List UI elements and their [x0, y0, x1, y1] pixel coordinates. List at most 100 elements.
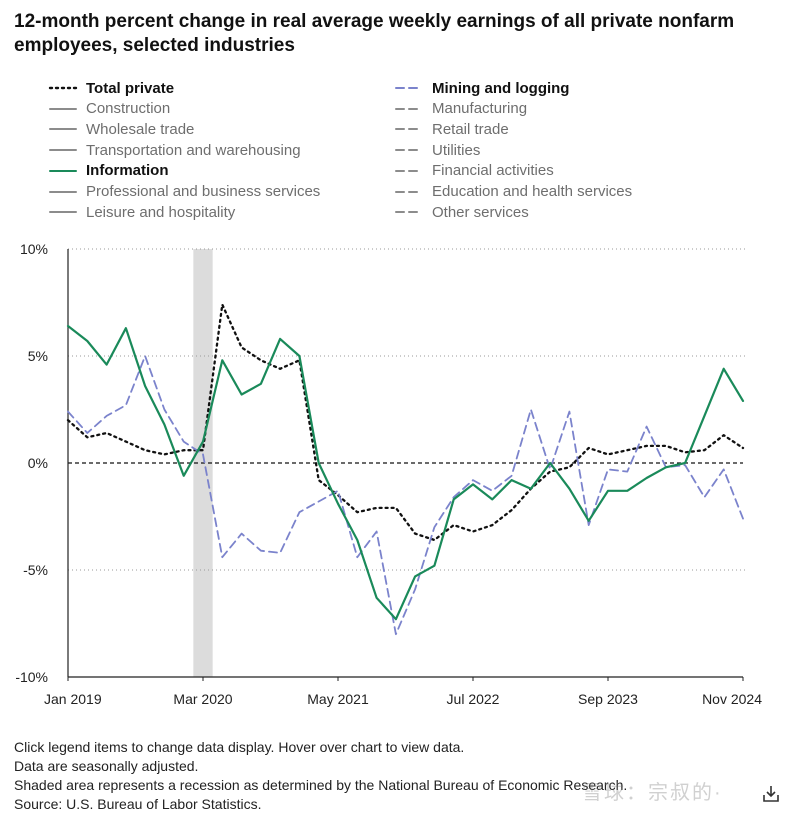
- data-point-mining-and-logging[interactable]: [162, 407, 167, 412]
- data-point-information[interactable]: [239, 392, 244, 397]
- line-chart[interactable]: 10% 5% 0% -5% -10% Jan 2019 Mar 2020 May 2021 Ju…: [0, 236, 800, 716]
- data-point-mining-and-logging[interactable]: [548, 467, 553, 472]
- legend-item[interactable]: Total private: [48, 78, 174, 98]
- legend-item[interactable]: Retail trade: [394, 119, 509, 139]
- data-point-total-private[interactable]: [181, 448, 186, 453]
- data-point-information[interactable]: [548, 461, 553, 466]
- data-point-total-private[interactable]: [663, 443, 668, 448]
- data-point-information[interactable]: [413, 574, 418, 579]
- data-point-mining-and-logging[interactable]: [702, 495, 707, 500]
- data-point-information[interactable]: [490, 497, 495, 502]
- legend-item[interactable]: Financial activities: [394, 161, 554, 181]
- data-point-mining-and-logging[interactable]: [741, 516, 746, 521]
- data-point-information[interactable]: [123, 326, 128, 331]
- data-point-total-private[interactable]: [413, 531, 418, 536]
- data-point-information[interactable]: [528, 486, 533, 491]
- data-point-information[interactable]: [85, 339, 90, 344]
- data-point-total-private[interactable]: [509, 508, 514, 513]
- legend-item[interactable]: Other services: [394, 202, 529, 222]
- data-point-total-private[interactable]: [220, 302, 225, 307]
- data-point-total-private[interactable]: [471, 529, 476, 534]
- data-point-information[interactable]: [336, 501, 341, 506]
- data-point-mining-and-logging[interactable]: [297, 510, 302, 515]
- data-point-information[interactable]: [355, 538, 360, 543]
- data-point-mining-and-logging[interactable]: [201, 452, 206, 457]
- data-point-total-private[interactable]: [393, 505, 398, 510]
- data-point-mining-and-logging[interactable]: [123, 403, 128, 408]
- legend-item[interactable]: Leisure and hospitality: [48, 202, 235, 222]
- data-point-mining-and-logging[interactable]: [258, 548, 263, 553]
- data-point-information[interactable]: [683, 461, 688, 466]
- data-point-information[interactable]: [201, 439, 206, 444]
- legend-item[interactable]: Construction: [48, 99, 170, 119]
- data-point-information[interactable]: [663, 465, 668, 470]
- data-point-mining-and-logging[interactable]: [721, 467, 726, 472]
- data-point-mining-and-logging[interactable]: [374, 529, 379, 534]
- data-point-information[interactable]: [471, 482, 476, 487]
- data-point-mining-and-logging[interactable]: [66, 409, 71, 414]
- data-point-information[interactable]: [220, 358, 225, 363]
- data-point-information[interactable]: [66, 324, 71, 329]
- data-point-information[interactable]: [509, 478, 514, 483]
- legend-item[interactable]: Education and health services: [394, 182, 632, 202]
- legend-item[interactable]: Manufacturing: [394, 99, 527, 119]
- data-point-total-private[interactable]: [586, 446, 591, 451]
- data-point-total-private[interactable]: [104, 431, 109, 436]
- data-point-information[interactable]: [258, 381, 263, 386]
- data-point-information[interactable]: [143, 383, 148, 388]
- legend-item[interactable]: Transportation and warehousing: [48, 140, 301, 160]
- data-point-total-private[interactable]: [162, 452, 167, 457]
- data-point-total-private[interactable]: [258, 358, 263, 363]
- data-point-total-private[interactable]: [741, 446, 746, 451]
- data-point-total-private[interactable]: [702, 448, 707, 453]
- data-point-total-private[interactable]: [644, 443, 649, 448]
- series-line-total-private[interactable]: [66, 303, 745, 542]
- data-point-information[interactable]: [162, 422, 167, 427]
- data-point-mining-and-logging[interactable]: [220, 555, 225, 560]
- data-point-total-private[interactable]: [85, 435, 90, 440]
- series-line-mining-and-logging[interactable]: [67, 355, 744, 636]
- data-point-information[interactable]: [432, 563, 437, 568]
- data-point-information[interactable]: [702, 413, 707, 418]
- legend-item[interactable]: Professional and business services: [48, 182, 320, 202]
- data-point-mining-and-logging[interactable]: [85, 431, 90, 436]
- data-point-information[interactable]: [741, 398, 746, 403]
- data-point-total-private[interactable]: [355, 510, 360, 515]
- legend-item[interactable]: Mining and logging: [394, 78, 569, 98]
- data-point-total-private[interactable]: [432, 538, 437, 543]
- data-point-information[interactable]: [625, 488, 630, 493]
- data-point-information[interactable]: [181, 473, 186, 478]
- data-point-total-private[interactable]: [721, 433, 726, 438]
- data-point-total-private[interactable]: [625, 448, 630, 453]
- data-point-mining-and-logging[interactable]: [509, 473, 514, 478]
- data-point-total-private[interactable]: [123, 439, 128, 444]
- data-point-mining-and-logging[interactable]: [625, 469, 630, 474]
- data-point-total-private[interactable]: [143, 448, 148, 453]
- data-point-mining-and-logging[interactable]: [393, 632, 398, 637]
- data-point-mining-and-logging[interactable]: [181, 439, 186, 444]
- data-point-information[interactable]: [374, 595, 379, 600]
- data-point-total-private[interactable]: [374, 505, 379, 510]
- data-point-total-private[interactable]: [278, 366, 283, 371]
- data-point-information[interactable]: [104, 362, 109, 367]
- data-point-mining-and-logging[interactable]: [606, 467, 611, 472]
- data-point-mining-and-logging[interactable]: [413, 587, 418, 592]
- data-point-mining-and-logging[interactable]: [586, 523, 591, 528]
- data-point-total-private[interactable]: [490, 523, 495, 528]
- data-point-total-private[interactable]: [606, 452, 611, 457]
- data-point-total-private[interactable]: [201, 448, 206, 453]
- data-point-total-private[interactable]: [66, 418, 71, 423]
- data-point-total-private[interactable]: [316, 478, 321, 483]
- data-point-mining-and-logging[interactable]: [316, 499, 321, 504]
- data-point-mining-and-logging[interactable]: [490, 488, 495, 493]
- data-point-mining-and-logging[interactable]: [432, 525, 437, 530]
- data-point-mining-and-logging[interactable]: [278, 550, 283, 555]
- data-point-mining-and-logging[interactable]: [471, 478, 476, 483]
- data-point-mining-and-logging[interactable]: [567, 409, 572, 414]
- legend-item[interactable]: Utilities: [394, 140, 480, 160]
- data-point-information[interactable]: [606, 488, 611, 493]
- data-point-information[interactable]: [586, 518, 591, 523]
- data-point-mining-and-logging[interactable]: [239, 531, 244, 536]
- data-point-mining-and-logging[interactable]: [528, 407, 533, 412]
- legend-item[interactable]: Information: [48, 161, 169, 181]
